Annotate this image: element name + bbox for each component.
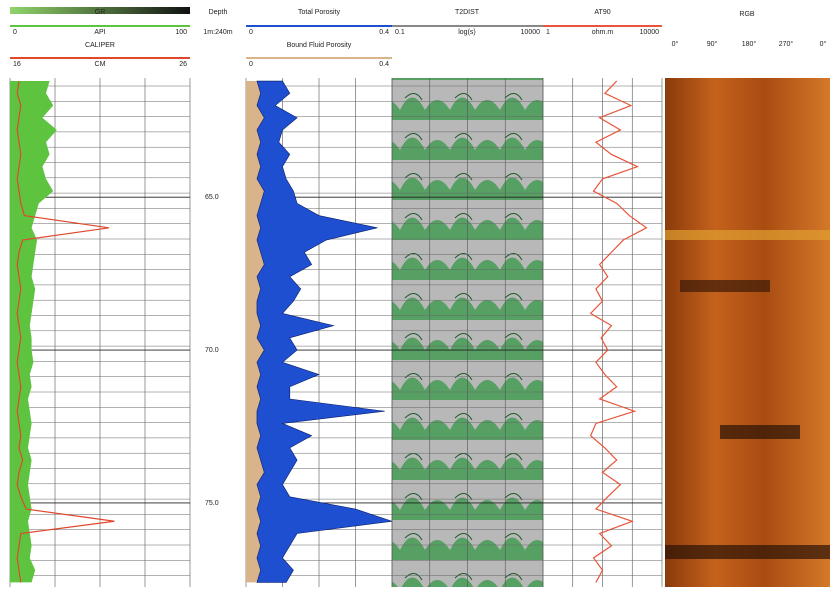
track-name: GR	[95, 9, 106, 16]
scale-max: 10000	[640, 29, 660, 36]
image-band	[665, 230, 830, 240]
gr-fill	[10, 81, 57, 583]
scale-min: 16	[13, 61, 21, 68]
azimuth-label: 180°	[742, 40, 757, 48]
azimuth-label: 90°	[707, 40, 718, 48]
t2-unit: log(s)	[458, 29, 476, 36]
scale-unit: API	[94, 29, 105, 36]
curve	[16, 80, 115, 583]
scale-max: 0.4	[379, 29, 389, 36]
scale-min: 0	[249, 29, 253, 36]
azimuth-label: 270°	[779, 40, 794, 48]
track-name: Bound Fluid Porosity	[287, 42, 352, 49]
curve	[589, 80, 648, 583]
image-bands	[665, 230, 830, 559]
image-band	[680, 280, 770, 292]
image-band	[720, 425, 800, 439]
scale-max: 0.4	[379, 61, 389, 68]
t2-name: T2DIST	[455, 9, 480, 16]
t2-max: 10000	[521, 29, 541, 36]
azimuth-label: 0°	[672, 40, 679, 48]
scale-unit: CM	[95, 61, 106, 68]
scale-max: 26	[179, 61, 187, 68]
track-name: Total Porosity	[298, 9, 341, 16]
scale-unit: ohm.m	[592, 29, 614, 36]
track-name: CALIPER	[85, 42, 115, 49]
total-porosity-fill	[256, 80, 393, 583]
track-name: AT90	[594, 9, 610, 16]
rgb-image	[665, 78, 830, 587]
scale-max: 100	[175, 29, 187, 36]
t2-min: 0.1	[395, 29, 405, 36]
scale-min: 0	[249, 61, 253, 68]
scale-min: 1	[546, 29, 550, 36]
azimuth-label: 0°	[820, 40, 827, 48]
depth-title: Depth	[209, 9, 228, 16]
image-band	[665, 545, 830, 559]
scale-min: 0	[13, 29, 17, 36]
gr-header-bar	[10, 7, 190, 14]
depth-label: 70.0	[205, 347, 219, 354]
image-name: RGB	[739, 11, 755, 18]
depth-label: 75.0	[205, 500, 219, 507]
depth-label: 65.0	[205, 194, 219, 201]
depth-scale: 1m:240m	[203, 29, 232, 36]
